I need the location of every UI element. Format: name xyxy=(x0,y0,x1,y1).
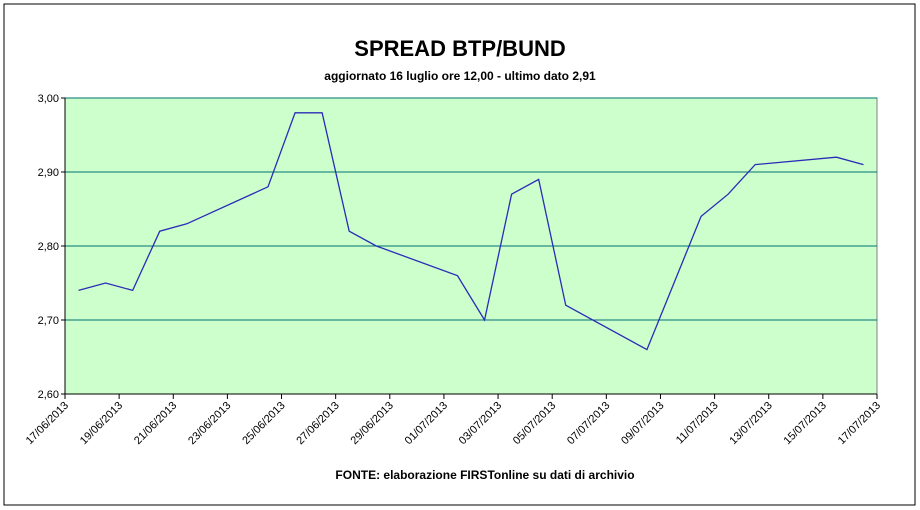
y-tick-label: 2,70 xyxy=(38,315,59,327)
data-line xyxy=(78,112,864,351)
chart-title: SPREAD BTP/BUND xyxy=(354,36,565,61)
y-tick-label: 3,00 xyxy=(38,93,59,105)
chart-source: FONTE: elaborazione FIRSTonline su dati … xyxy=(335,468,634,482)
chart-subtitle: aggiornato 16 luglio ore 12,00 - ultimo … xyxy=(324,69,596,83)
y-tick-label: 2,90 xyxy=(38,167,59,179)
y-tick-label: 2,80 xyxy=(38,241,59,253)
y-tick-label: 2,60 xyxy=(38,389,59,401)
